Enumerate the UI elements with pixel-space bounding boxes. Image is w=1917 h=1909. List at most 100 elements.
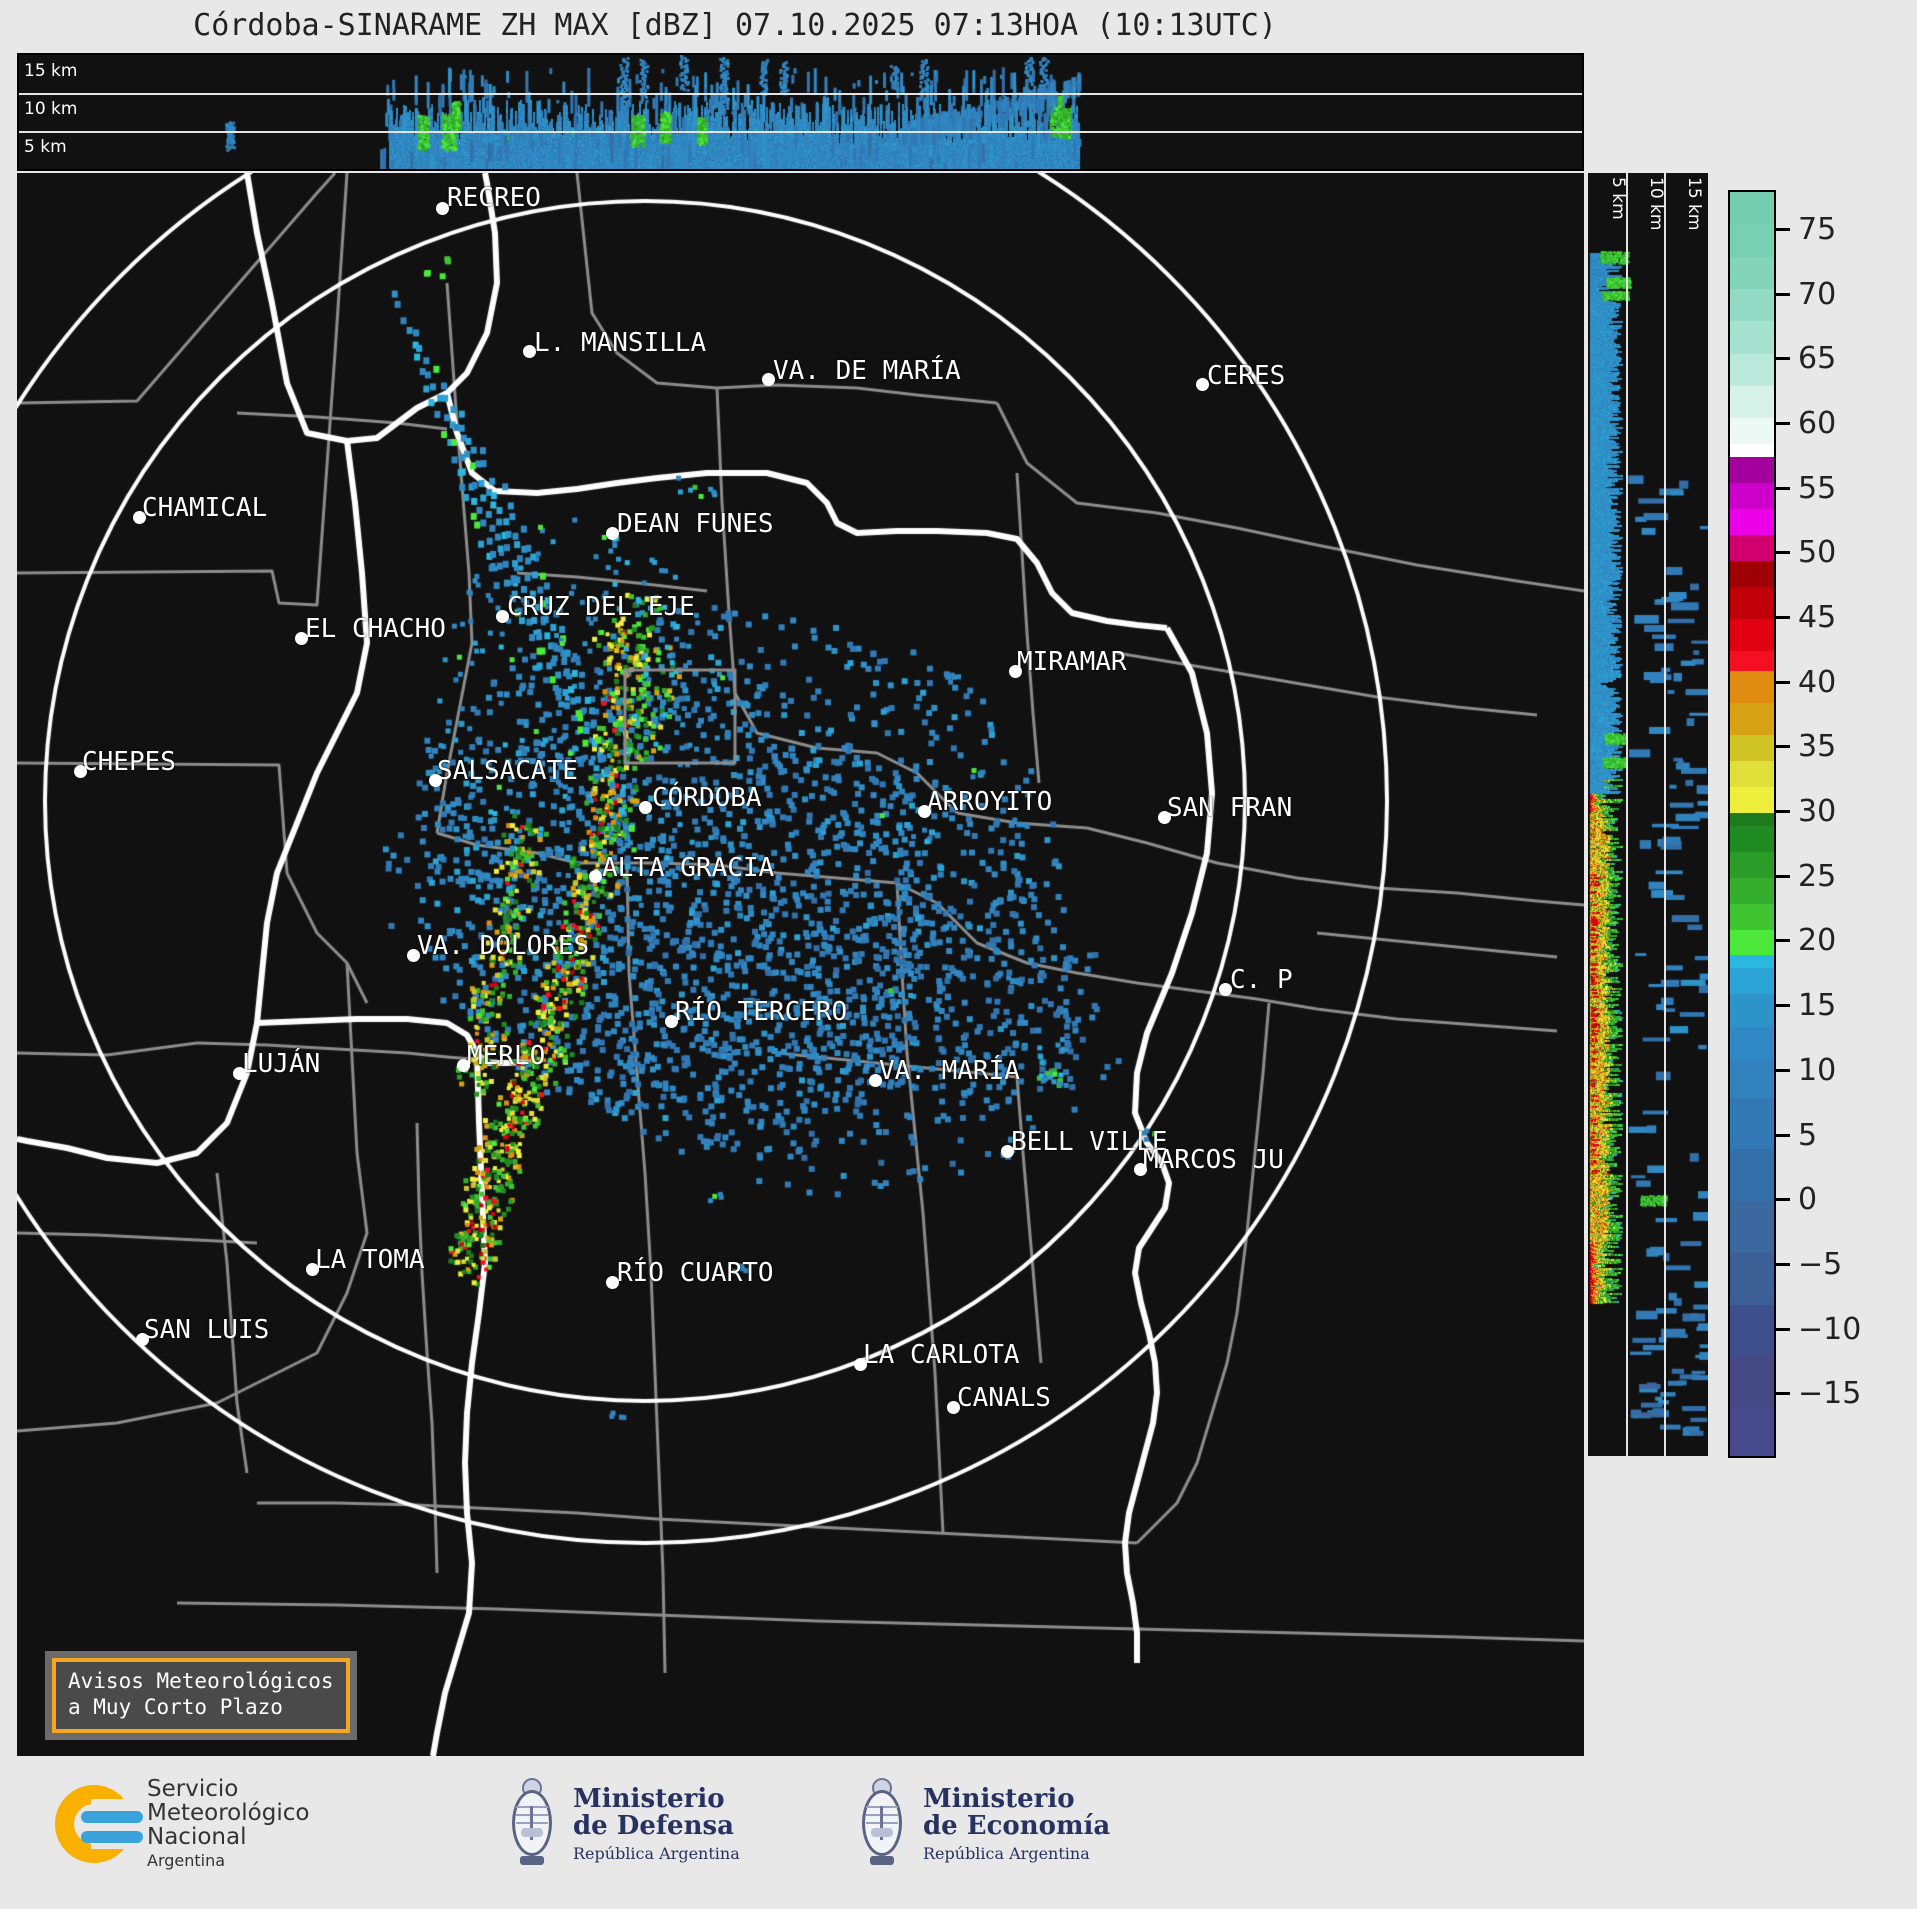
colorbar-band <box>1730 1304 1774 1357</box>
city-marker-dot <box>523 345 536 358</box>
economia-line-2: de Economía <box>923 1811 1111 1842</box>
city-label-dean-funes: DEAN FUNES <box>617 509 774 539</box>
right-cross-section-panel: 5 km 10 km 15 km <box>1588 173 1708 1456</box>
city-marker-dot <box>133 511 146 524</box>
city-label-chamical: CHAMICAL <box>142 493 268 523</box>
colorbar-band <box>1730 457 1774 484</box>
city-label-c-p: C. P <box>1230 965 1293 995</box>
colorbar-tick-label: 10 <box>1798 1052 1837 1088</box>
city-label-va-dolores: VA. DOLORES <box>417 931 590 961</box>
colorbar-band <box>1730 735 1774 762</box>
city-marker-dot <box>918 805 931 818</box>
height-label-right-5km: 5 km <box>1608 177 1628 220</box>
colorbar-ticks: 75 70 65 60 55 50 45 40 35 30 25 20 15 10 5 0 −5 −10 −15 <box>1776 190 1888 1458</box>
city-label-cruz-del-eje: CRUZ DEL EJE <box>507 592 695 622</box>
shield-hands-shape <box>521 1828 543 1837</box>
colorbar-tick-mark <box>1776 551 1790 555</box>
shield-pole-shape <box>530 1806 533 1840</box>
colorbar-tick-label: 15 <box>1798 988 1837 1024</box>
city-label-san-luis: SAN LUIS <box>144 1315 270 1345</box>
colorbar-band <box>1730 1026 1774 1059</box>
colorbar-tick-mark <box>1776 615 1790 619</box>
city-label-la-carlota: LA CARLOTA <box>863 1340 1020 1370</box>
colorbar-band <box>1730 1058 1774 1098</box>
colorbar-tick-mark <box>1776 810 1790 814</box>
colorbar-band <box>1730 968 1774 995</box>
colorbar-tick-label: 30 <box>1798 794 1837 830</box>
colorbar-tick-mark <box>1776 745 1790 749</box>
smn-line-1: Servicio <box>147 1776 239 1802</box>
city-label-recreo: RECREO <box>447 183 541 213</box>
city-marker-dot <box>295 632 308 645</box>
city-marker-dot <box>947 1401 960 1414</box>
city-label-salsacate: SALSACATE <box>437 756 578 786</box>
city-label-luj-n: LUJÁN <box>242 1049 321 1079</box>
colorbar-band <box>1730 444 1774 458</box>
smn-line-3: Nacional <box>147 1823 247 1850</box>
smn-logo: Servicio Meteorológico Nacional Argentin… <box>55 1776 310 1870</box>
shield-pole-shape-2 <box>880 1806 883 1840</box>
smn-emblem-icon <box>55 1784 143 1863</box>
city-marker-dot <box>1196 378 1209 391</box>
city-label-san-fran: SAN FRAN <box>1167 793 1293 823</box>
avisos-line-2: a Muy Corto Plazo <box>68 1695 283 1720</box>
smn-line-2: Meteorológico <box>147 1799 310 1826</box>
colorbar-tick-mark <box>1776 939 1790 943</box>
city-label-miramar: MIRAMAR <box>1017 647 1127 677</box>
smn-line-4: Argentina <box>147 1850 226 1870</box>
city-marker-dot <box>233 1067 246 1080</box>
colorbar-tick-mark <box>1776 1068 1790 1072</box>
shield-hands-shape-2 <box>871 1828 893 1837</box>
colorbar-tick-label: −15 <box>1798 1376 1862 1412</box>
colorbar-band <box>1730 386 1774 419</box>
colorbar-band <box>1730 224 1774 257</box>
city-marker-dot <box>1219 983 1232 996</box>
colorbar-tick-mark <box>1776 1198 1790 1202</box>
radar-map-panel[interactable]: RECREO L. MANSILLA VA. DE MARÍA CERES CHAMIC… <box>17 173 1584 1756</box>
colorbar-band <box>1730 903 1774 930</box>
top-cross-section-canvas <box>19 55 1582 169</box>
height-label-5km: 5 km <box>24 137 67 157</box>
argentina-coat-of-arms-icon-2 <box>855 1776 909 1872</box>
city-label-la-toma: LA TOMA <box>315 1245 425 1275</box>
city-marker-dot <box>589 870 602 883</box>
city-marker-dot <box>854 1358 867 1371</box>
city-marker-dot <box>665 1015 678 1028</box>
colorbar-tick-mark <box>1776 1327 1790 1331</box>
right-cross-section-canvas <box>1588 173 1708 1456</box>
colorbar-band <box>1730 560 1774 587</box>
city-marker-dot <box>1001 1145 1014 1158</box>
height-gridline-10km <box>19 93 1582 95</box>
defensa-line-2: de Defensa <box>573 1811 734 1842</box>
colorbar-band <box>1730 955 1774 969</box>
colorbar-band <box>1730 289 1774 322</box>
argentina-coat-of-arms-icon <box>505 1776 559 1872</box>
colorbar-band <box>1730 483 1774 509</box>
city-label-ceres: CERES <box>1207 361 1286 391</box>
avisos-legend-inner: Avisos Meteorológicos a Muy Corto Plazo <box>52 1658 350 1733</box>
radar-reflectivity-canvas[interactable] <box>17 173 1584 1756</box>
avisos-line-1: Avisos Meteorológicos <box>68 1669 334 1693</box>
colorbar-tick-mark <box>1776 1392 1790 1396</box>
city-marker-dot <box>74 765 87 778</box>
city-label-marcos-ju: MARCOS JU <box>1143 1145 1284 1175</box>
colorbar-band <box>1730 618 1774 652</box>
city-marker-dot <box>407 949 420 962</box>
colorbar-tick-mark <box>1776 486 1790 490</box>
city-marker-dot <box>436 202 449 215</box>
city-label-l-mansilla: L. MANSILLA <box>534 328 707 358</box>
ministerio-defensa-logo: Ministerio de Defensa República Argentin… <box>505 1776 740 1872</box>
colorbar-tick-label: −5 <box>1798 1246 1843 1282</box>
economia-line-1: Ministerio <box>923 1783 1075 1814</box>
colorbar-tick-label: 70 <box>1798 276 1837 312</box>
colorbar-band <box>1730 1356 1774 1409</box>
height-gridline-right-5km <box>1626 173 1628 1456</box>
city-marker-dot <box>306 1263 319 1276</box>
shield-base-shape-2 <box>870 1856 894 1865</box>
height-label-right-15km: 15 km <box>1684 177 1704 231</box>
height-label-15km: 15 km <box>24 61 78 81</box>
colorbar-band <box>1730 418 1774 445</box>
city-label-r-o-tercero: RÍO TERCERO <box>675 997 848 1027</box>
city-label-alta-gracia: ALTA GRACIA <box>602 853 775 883</box>
